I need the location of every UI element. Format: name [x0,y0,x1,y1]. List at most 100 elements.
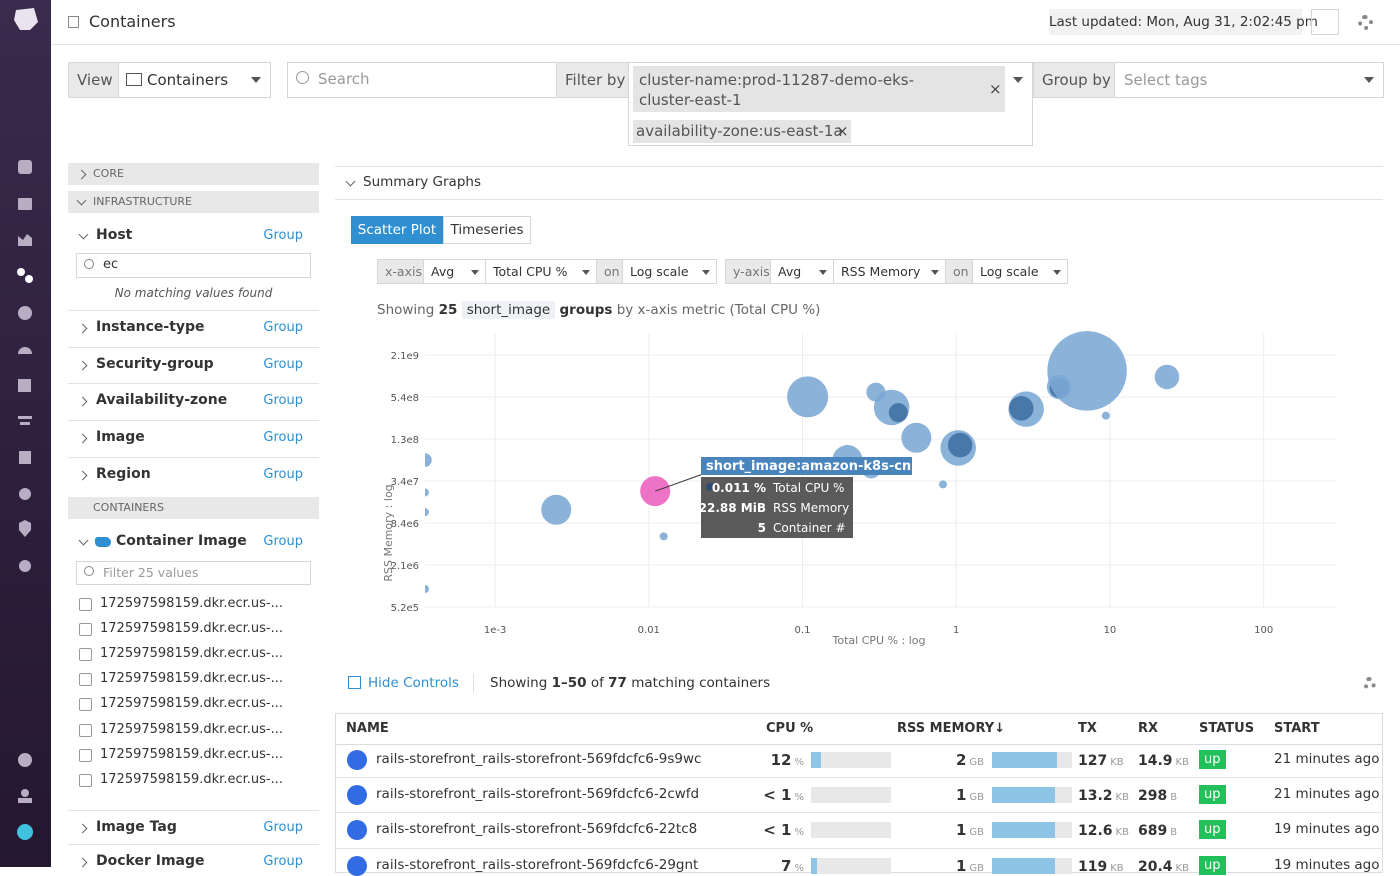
nav-icon[interactable] [21,789,29,797]
container-name[interactable]: rails-storefront_rails-storefront-569fdc… [376,821,698,838]
column-header[interactable]: CPU % [766,721,814,736]
column-header[interactable]: RSS MEMORY↓ [897,721,1006,736]
section-title[interactable]: Summary Graphs [363,174,481,190]
nav-icon[interactable] [18,347,32,354]
caret[interactable] [1364,77,1374,83]
facet-label[interactable]: Region [96,466,151,482]
facet-item[interactable]: 172597598159.dkr.ecr.us-... [100,671,283,687]
axis-control[interactable]: RSS Memory [833,259,946,284]
group-link[interactable]: Group [263,228,303,243]
filter-chip[interactable] [633,120,851,143]
tab[interactable]: Timeseries [443,216,531,244]
nav-icon[interactable] [18,798,32,803]
nav-icon[interactable] [18,416,32,419]
nav-icon[interactable] [19,520,31,537]
container-name[interactable]: rails-storefront_rails-storefront-569fdc… [376,786,700,803]
axis-control[interactable]: Avg [423,259,486,284]
facet-item[interactable]: 172597598159.dkr.ecr.us-... [100,646,283,662]
facet-item[interactable]: 172597598159.dkr.ecr.us-... [100,771,283,787]
column-header[interactable]: START [1274,721,1320,736]
group-link[interactable]: Group [263,393,303,408]
checkbox[interactable] [79,748,92,762]
expand-icon[interactable] [77,396,88,407]
nav-icon[interactable] [17,268,25,276]
nav-icon[interactable] [19,488,31,500]
axis-control[interactable]: Log scale [622,259,717,284]
nav-icon[interactable] [18,160,32,174]
nav-icon[interactable] [17,824,33,840]
caret[interactable] [251,77,261,83]
axis-control[interactable]: Log scale [972,259,1068,284]
nav-icon[interactable] [18,306,32,320]
facet-label[interactable]: Availability-zone [96,392,228,408]
facet-item[interactable]: 172597598159.dkr.ecr.us-... [100,746,283,762]
nav-icon[interactable] [25,275,33,283]
facet-label[interactable]: Image [96,429,145,445]
container-name[interactable]: rails-storefront_rails-storefront-569fdc… [376,856,699,873]
expand-icon[interactable] [77,470,88,481]
collapse-icon[interactable] [78,229,89,240]
hide-controls-icon[interactable] [348,676,361,689]
axis-control[interactable]: Total CPU % [485,259,597,284]
group-link[interactable]: Group [263,854,303,869]
facet-label[interactable]: Docker Image [96,853,205,869]
filter-chip[interactable] [633,66,1005,112]
nav-icon[interactable] [18,379,31,392]
facet-section[interactable]: CONTAINERS [68,497,319,519]
checkbox[interactable] [79,623,92,637]
column-header[interactable]: NAME [346,721,389,736]
group-link[interactable]: Group [263,357,303,372]
facet-section[interactable]: CORE [68,163,319,185]
facet-item[interactable]: 172597598159.dkr.ecr.us-... [100,696,283,712]
expand-icon[interactable] [77,823,88,834]
nav-icon[interactable] [18,198,32,210]
checkbox[interactable] [79,698,92,712]
nav-icon[interactable] [19,451,31,464]
checkbox[interactable] [79,773,92,787]
facet-item[interactable]: 172597598159.dkr.ecr.us-... [100,621,283,637]
facet-section[interactable]: INFRASTRUCTURE [68,191,319,213]
time-button[interactable] [1311,9,1339,35]
remove-chip[interactable]: × [989,80,1002,98]
view-select[interactable]: Containers [118,62,271,98]
collapse-icon[interactable] [345,176,356,187]
collapse-icon[interactable] [78,535,89,546]
facet-label[interactable]: Security-group [96,356,214,372]
expand-icon[interactable] [77,360,88,371]
nav-icon[interactable] [19,560,31,572]
filter-box[interactable] [628,62,1033,146]
nav-icon[interactable] [20,422,30,425]
group-link[interactable]: Group [263,820,303,835]
expand-icon[interactable] [77,857,88,868]
checkbox[interactable] [79,598,92,611]
group-link[interactable]: Group [263,467,303,482]
checkbox[interactable] [79,648,92,662]
column-header[interactable]: STATUS [1199,721,1255,736]
logo[interactable] [14,8,38,30]
group-link[interactable]: Group [263,430,303,445]
facet-item[interactable]: 172597598159.dkr.ecr.us-... [100,596,283,611]
facet-label[interactable]: Container Image [116,533,247,549]
facet-label[interactable]: Instance-type [96,319,205,335]
column-header[interactable]: RX [1138,721,1159,736]
facet-label[interactable]: Host [96,227,133,243]
remove-chip[interactable]: × [836,122,849,140]
facet-filter[interactable] [76,561,311,585]
list-settings[interactable] [1363,677,1376,690]
container-name[interactable]: rails-storefront_rails-storefront-569fdc… [376,751,702,767]
column-header[interactable]: TX [1078,721,1097,736]
group-link[interactable]: Group [263,534,303,549]
facet-item[interactable]: 172597598159.dkr.ecr.us-... [100,721,283,737]
facet-search[interactable] [76,253,311,278]
group-link[interactable]: Group [263,320,303,335]
tab-active[interactable]: Scatter Plot [351,216,443,244]
checkbox[interactable] [79,723,92,737]
hide-controls[interactable]: Hide Controls [368,675,459,691]
expand-icon[interactable] [77,323,88,334]
nav-icon[interactable] [18,753,32,767]
checkbox[interactable] [79,673,92,687]
facet-label[interactable]: Image Tag [96,819,177,835]
settings-button[interactable] [1358,15,1373,30]
caret[interactable] [1013,77,1023,83]
nav-icon[interactable] [18,234,32,246]
